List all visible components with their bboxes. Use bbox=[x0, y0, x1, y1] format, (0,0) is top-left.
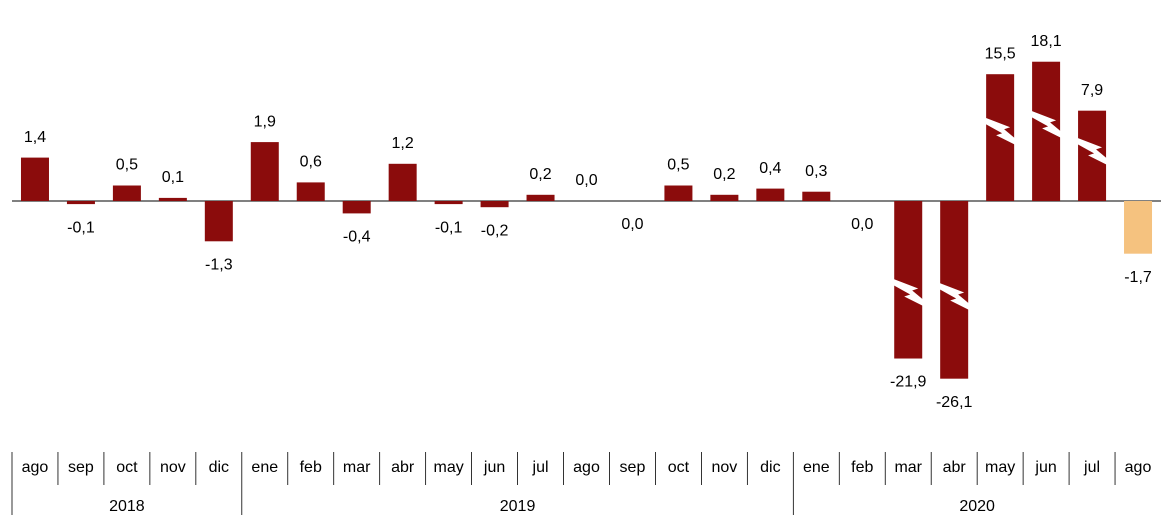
year-label: 2019 bbox=[500, 498, 536, 515]
bar bbox=[250, 142, 279, 201]
value-label: 0,0 bbox=[851, 216, 873, 233]
x-tick-label: dic bbox=[209, 459, 229, 476]
value-label: 15,5 bbox=[985, 45, 1016, 62]
x-tick-label: dic bbox=[760, 459, 780, 476]
bar bbox=[66, 201, 95, 205]
value-label: 0,2 bbox=[529, 166, 551, 183]
x-tick-label: ago bbox=[1125, 459, 1152, 476]
value-label: 1,9 bbox=[254, 113, 276, 130]
x-tick-label: jul bbox=[532, 459, 549, 476]
x-tick-label: may bbox=[434, 459, 464, 476]
value-label: 0,1 bbox=[162, 169, 184, 186]
bar bbox=[756, 188, 785, 201]
value-label: 0,6 bbox=[300, 154, 322, 171]
break-mark bbox=[892, 278, 925, 307]
x-tick-label: sep bbox=[620, 459, 646, 476]
bar bbox=[894, 201, 923, 359]
value-label: 0,3 bbox=[805, 163, 827, 180]
value-label: -1,3 bbox=[205, 257, 233, 274]
bar bbox=[434, 201, 463, 205]
x-tick-label: may bbox=[985, 459, 1015, 476]
value-label: -26,1 bbox=[936, 394, 973, 411]
bar bbox=[20, 157, 49, 201]
bar bbox=[296, 182, 325, 201]
break-mark bbox=[984, 117, 1017, 146]
value-label: 0,4 bbox=[759, 160, 781, 177]
x-tick-label: mar bbox=[343, 459, 371, 476]
bar bbox=[802, 191, 831, 201]
x-tick-label: nov bbox=[160, 459, 186, 476]
x-tick-label: ago bbox=[22, 459, 49, 476]
value-label: 0,2 bbox=[713, 166, 735, 183]
x-tick-label: jun bbox=[483, 459, 505, 476]
break-mark bbox=[938, 282, 971, 311]
bar bbox=[204, 201, 233, 242]
bar bbox=[710, 194, 739, 201]
x-tick-label: feb bbox=[851, 459, 873, 476]
value-label: -0,2 bbox=[481, 222, 509, 239]
bar bbox=[480, 201, 509, 208]
x-tick-label: mar bbox=[894, 459, 922, 476]
x-tick-label: ene bbox=[251, 459, 278, 476]
x-tick-label: ene bbox=[803, 459, 830, 476]
year-label: 2020 bbox=[959, 498, 995, 515]
x-tick-label: sep bbox=[68, 459, 94, 476]
value-label: 0,5 bbox=[116, 157, 138, 174]
value-label: -0,4 bbox=[343, 229, 371, 246]
value-label: 7,9 bbox=[1081, 82, 1103, 99]
bar bbox=[342, 201, 371, 214]
x-tick-label: ago bbox=[573, 459, 600, 476]
year-label: 2018 bbox=[109, 498, 145, 515]
value-label: 1,4 bbox=[24, 129, 46, 146]
x-tick-label: abr bbox=[943, 459, 967, 476]
bar bbox=[526, 194, 555, 201]
value-label: 18,1 bbox=[1031, 33, 1062, 50]
value-label: 1,2 bbox=[392, 135, 414, 152]
bar bbox=[1124, 201, 1153, 254]
x-tick-label: jun bbox=[1034, 459, 1056, 476]
x-tick-label: nov bbox=[711, 459, 737, 476]
bar bbox=[388, 163, 417, 201]
value-label: -21,9 bbox=[890, 374, 927, 391]
bar bbox=[664, 185, 693, 201]
x-tick-label: jul bbox=[1083, 459, 1100, 476]
break-mark bbox=[1030, 110, 1063, 139]
value-label: -0,1 bbox=[67, 219, 95, 236]
x-tick-label: abr bbox=[391, 459, 415, 476]
x-tick-label: feb bbox=[300, 459, 322, 476]
value-label: 0,0 bbox=[575, 172, 597, 189]
x-tick-label: oct bbox=[116, 459, 138, 476]
value-label: 0,0 bbox=[621, 216, 643, 233]
bar bbox=[158, 197, 187, 201]
x-tick-label: oct bbox=[668, 459, 690, 476]
value-label: 0,5 bbox=[667, 157, 689, 174]
value-label: -0,1 bbox=[435, 219, 463, 236]
bar bbox=[112, 185, 141, 201]
break-mark bbox=[1076, 137, 1109, 166]
value-label: -1,7 bbox=[1124, 269, 1152, 286]
